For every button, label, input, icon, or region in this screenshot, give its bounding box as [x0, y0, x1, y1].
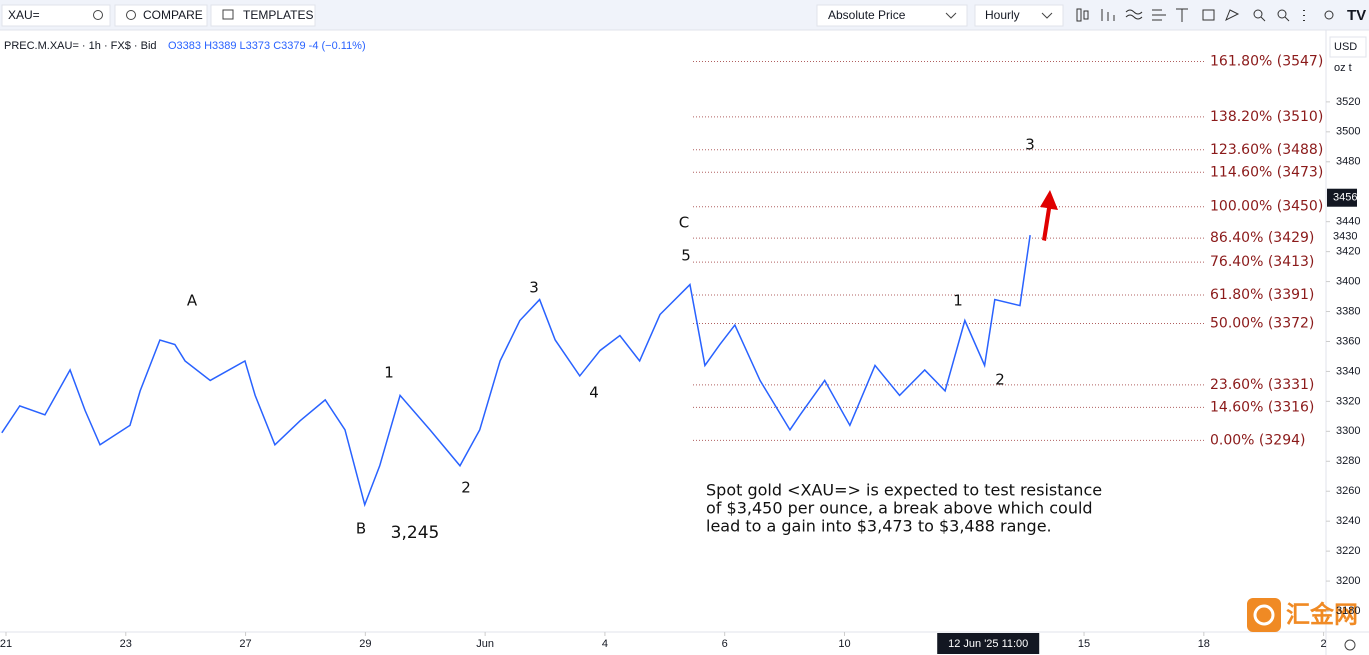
fib-label: 161.80% (3547) — [1210, 53, 1323, 69]
logo-icon — [1247, 598, 1281, 632]
folder-icon — [222, 9, 234, 20]
price-label: 3456 — [1333, 192, 1357, 204]
settings-icon[interactable] — [1344, 639, 1356, 651]
symbol-box[interactable] — [1, 4, 111, 27]
wave-label: C — [679, 214, 689, 232]
x-tick-label: 27 — [239, 638, 251, 650]
x-tick-label: 18 — [1198, 638, 1210, 650]
unit[interactable]: oz t — [1334, 62, 1352, 74]
tv-logo: TV — [1347, 7, 1366, 24]
y-tick-label: 3320 — [1336, 395, 1360, 407]
dropdown-arrow — [1041, 12, 1053, 19]
y-tick-label: 3220 — [1336, 545, 1360, 557]
y-tick-label: 3260 — [1336, 485, 1360, 497]
wave-label: 2 — [461, 479, 471, 497]
x-tick-label: 29 — [359, 638, 371, 650]
fib-label: 100.00% (3450) — [1210, 199, 1323, 215]
fib-label: 23.60% (3331) — [1210, 377, 1314, 393]
interval[interactable]: Hourly — [985, 8, 1020, 22]
wave-label: 5 — [681, 247, 691, 265]
wave-label: 3,245 — [391, 523, 440, 543]
y-tick-label: 3300 — [1336, 425, 1360, 437]
search-icon[interactable] — [93, 10, 103, 20]
wave-label: A — [187, 292, 198, 310]
symbol[interactable]: XAU= — [8, 8, 40, 22]
wave-label: 1 — [953, 292, 963, 310]
currency-select[interactable] — [1329, 36, 1367, 58]
currency[interactable]: USD — [1334, 41, 1357, 53]
wave-label: 4 — [589, 384, 599, 402]
x-tick-label: 23 — [120, 638, 132, 650]
y-tick-label: 3520 — [1336, 96, 1360, 108]
y-tick-label: 3240 — [1336, 515, 1360, 527]
wave-label: 3 — [529, 279, 539, 297]
y-tick-label: 3340 — [1336, 365, 1360, 377]
x-tick-label: 4 — [602, 638, 608, 650]
crosshair-y-box — [1327, 188, 1357, 207]
wave-label: 1 — [384, 364, 394, 382]
crosshair-x-box — [937, 633, 1040, 654]
x-tick-label: 6 — [722, 638, 728, 650]
y-tick-label: 3200 — [1336, 575, 1360, 587]
y-tick-label: 3360 — [1336, 335, 1360, 347]
wave-label: B — [356, 520, 366, 538]
wave-label: 2 — [995, 371, 1005, 389]
y-tick-label: 3500 — [1336, 126, 1360, 138]
wave-label: 3 — [1025, 136, 1035, 154]
logo-text: 汇金网 — [1286, 600, 1358, 628]
price-mode[interactable]: Absolute Price — [828, 8, 906, 22]
compare-button[interactable] — [114, 4, 208, 27]
x-tick-label: 15 — [1078, 638, 1090, 650]
toolbar-icons[interactable] — [1076, 8, 1334, 22]
fib-label: 14.60% (3316) — [1210, 399, 1314, 415]
x-tick-label: 10 — [838, 638, 850, 650]
price-line — [1, 235, 1031, 508]
templates-button[interactable] — [210, 4, 316, 27]
legend-symbol: PREC.M.XAU= · 1h · FX$ · Bid — [4, 40, 157, 52]
note-text: Spot gold <XAU=> is expected to test res… — [706, 481, 1102, 500]
price-label: 3430 — [1333, 231, 1357, 243]
fib-label: 86.40% (3429) — [1210, 230, 1314, 246]
fib-label: 138.20% (3510) — [1210, 109, 1323, 125]
dropdown-arrow — [945, 12, 957, 19]
fib-label: 50.00% (3372) — [1210, 316, 1314, 332]
compare-icon — [126, 10, 136, 20]
interval-select[interactable] — [974, 4, 1064, 27]
templates-label[interactable]: TEMPLATES — [243, 8, 313, 22]
fib-label: 123.60% (3488) — [1210, 142, 1323, 158]
x-tick-label: 2 — [1321, 638, 1327, 650]
x-tick-label: 21 — [0, 638, 12, 650]
legend-ohlc: O3383 H3389 L3373 C3379 -4 (−0.11%) — [168, 40, 366, 52]
fib-label: 76.40% (3413) — [1210, 254, 1314, 270]
y-tick-label: 3380 — [1336, 305, 1360, 317]
logo-mark — [1253, 604, 1275, 626]
note-text: of $3,450 per ounce, a break above which… — [706, 499, 1093, 518]
crosshair-x-label: 12 Jun '25 11:00 — [948, 638, 1028, 650]
fib-label: 0.00% (3294) — [1210, 432, 1305, 448]
fib-label: 61.80% (3391) — [1210, 287, 1314, 303]
y-tick-label: 3280 — [1336, 455, 1360, 467]
y-tick-label: 3420 — [1336, 246, 1360, 258]
y-tick-label: 3400 — [1336, 275, 1360, 287]
y-tick-label: 3440 — [1336, 216, 1360, 228]
y-tick-label: 3180 — [1336, 605, 1360, 617]
x-tick-label: Jun — [476, 638, 494, 650]
note-text: lead to a gain into $3,473 to $3,488 ran… — [706, 517, 1052, 536]
fib-label: 114.60% (3473) — [1210, 164, 1323, 180]
up-arrow — [1040, 190, 1058, 241]
y-tick-label: 3480 — [1336, 156, 1360, 168]
price-mode-select[interactable] — [816, 4, 968, 27]
compare-label[interactable]: COMPARE — [143, 8, 203, 22]
